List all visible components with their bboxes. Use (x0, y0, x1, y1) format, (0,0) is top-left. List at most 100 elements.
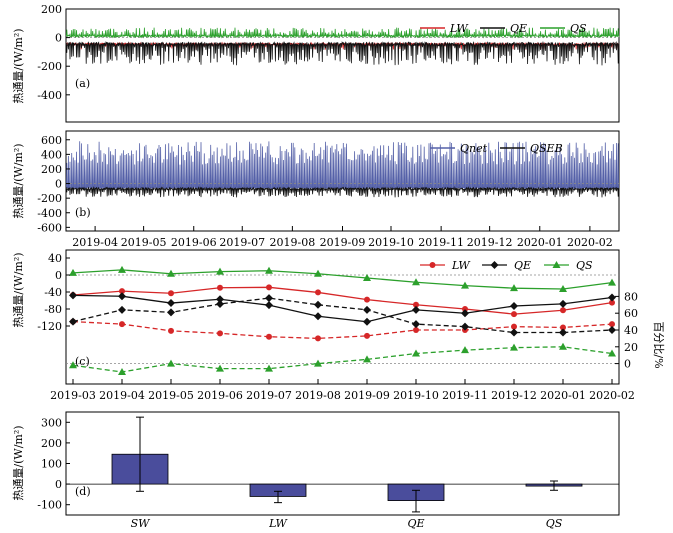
panel-d-xaxis: SW LW QE QS (131, 517, 563, 530)
marker-diamond (608, 326, 616, 334)
x-tick-label: 2019-06 (197, 389, 243, 402)
y-tick-label: -40 (44, 286, 62, 299)
marker-diamond (363, 317, 371, 326)
x-tick-label: 2019-10 (393, 389, 439, 402)
x-tick-label: 2019-04 (99, 389, 145, 402)
marker-triangle (510, 284, 518, 292)
x-tick-label: 2020-01 (517, 236, 563, 249)
x-tick-label: LW (268, 517, 288, 530)
marker-diamond (461, 309, 469, 318)
marker-circle (560, 307, 566, 314)
x-tick-label: 2019-07 (246, 389, 292, 402)
x-tick-label: 2020-02 (589, 389, 635, 402)
legend-b-qnet-label: Qnet (460, 142, 488, 155)
marker-circle (609, 321, 615, 328)
x-tick-label: 2019-08 (270, 236, 316, 249)
marker-diamond (69, 317, 77, 326)
y-tick-label: 0 (55, 178, 62, 191)
marker-triangle (461, 346, 469, 354)
panel-a-label: (a) (75, 77, 90, 90)
marker-circle (364, 296, 370, 303)
marker-circle (266, 333, 272, 340)
marker-diamond (461, 322, 469, 331)
marker-diamond (265, 301, 273, 310)
marker-circle (511, 323, 517, 330)
marker-circle (413, 327, 419, 333)
x-tick-label: 2019-05 (148, 389, 194, 402)
marker-diamond (510, 328, 518, 337)
marker-triangle (118, 265, 126, 273)
panel-c-yaxis-right: 0 20 40 60 80 (615, 290, 638, 371)
marker-circle (119, 288, 125, 295)
marker-diamond (216, 295, 224, 304)
x-tick-label: 2019-07 (219, 236, 265, 249)
legend-a-lw-label: LW (449, 22, 469, 35)
marker-circle (315, 335, 321, 342)
series-qe-percent-line (72, 297, 613, 334)
series-qseb-line (65, 186, 620, 198)
marker-circle (609, 299, 615, 306)
x-tick-label: 2019-05 (121, 236, 167, 249)
series-lw-percent-line (72, 320, 613, 340)
x-tick-label: QE (407, 517, 424, 530)
marker-diamond (118, 305, 126, 314)
panel-d: -100 0 100 200 300 SW LW QE QS (d) 热通量/(W/m²) (12, 411, 620, 530)
panel-c-label: (c) (75, 355, 90, 368)
panel-b-xaxis: 2019-04 2019-05 2019-06 2019-07 2019-08 2019-… (72, 226, 613, 249)
marker-triangle (363, 273, 371, 281)
y-tick-label: -80 (44, 303, 62, 316)
marker-diamond (314, 300, 322, 309)
y-tick-label: -600 (37, 221, 62, 234)
panel-a-frame (65, 8, 620, 123)
marker-diamond (559, 299, 567, 308)
marker-triangle (510, 343, 518, 351)
marker-circle (168, 327, 174, 334)
x-tick-label: QS (546, 517, 563, 530)
panel-c-ylabel-right: 百分比/% (652, 321, 665, 368)
panel-b-series-group (65, 141, 620, 198)
series-qs-line (65, 27, 620, 39)
marker-triangle (412, 349, 420, 357)
y-tick-right-label: 0 (624, 358, 631, 371)
marker-diamond (69, 291, 77, 300)
y-tick-label: 600 (41, 134, 62, 147)
marker-circle (511, 311, 517, 318)
x-tick-label: 2019-12 (491, 389, 537, 402)
y-tick-label: -120 (37, 320, 62, 333)
marker-diamond (118, 292, 126, 301)
x-tick-label: 2019-12 (467, 236, 513, 249)
y-tick-label: 200 (41, 163, 62, 176)
panel-a-ylabel: 热通量/(W/m²) (12, 28, 25, 103)
y-tick-label: 200 (41, 437, 62, 450)
y-tick-label: -400 (37, 89, 62, 102)
panel-d-bars-group (111, 416, 583, 513)
marker-triangle (314, 269, 322, 277)
marker-triangle (559, 285, 567, 293)
panel-c-ylabel: 热通量/(W/m²) (12, 252, 25, 327)
marker-triangle (69, 268, 77, 276)
panel-a-legend: LW QE QS (420, 22, 587, 35)
y-tick-label: 40 (48, 252, 62, 265)
x-tick-label: SW (131, 517, 152, 530)
marker-circle (462, 306, 468, 312)
legend-a-qs-label: QS (570, 22, 587, 35)
y-tick-label: -200 (37, 60, 62, 73)
y-tick-right-label: 80 (624, 290, 638, 303)
panel-b-ylabel: 热通量/(W/m²) (12, 143, 25, 218)
marker-circle (168, 290, 174, 297)
panel-a-series-group (65, 27, 620, 66)
y-tick-label: -400 (37, 207, 62, 220)
marker-diamond (363, 305, 371, 314)
marker-diamond (167, 308, 175, 317)
panel-c-frame (65, 249, 620, 385)
marker-triangle (167, 359, 175, 367)
x-tick-label: 2019-11 (442, 389, 488, 402)
marker-diamond (216, 299, 224, 308)
panel-c-xaxis: 2019-03 2019-04 2019-05 2019-06 2019-07 2019-… (50, 379, 635, 402)
panel-c-legend: LW QE QS (420, 259, 593, 272)
marker-diamond (265, 294, 273, 303)
x-tick-label: 2019-03 (50, 389, 96, 402)
x-tick-label: 2019-10 (368, 236, 414, 249)
marker-circle (364, 332, 370, 339)
